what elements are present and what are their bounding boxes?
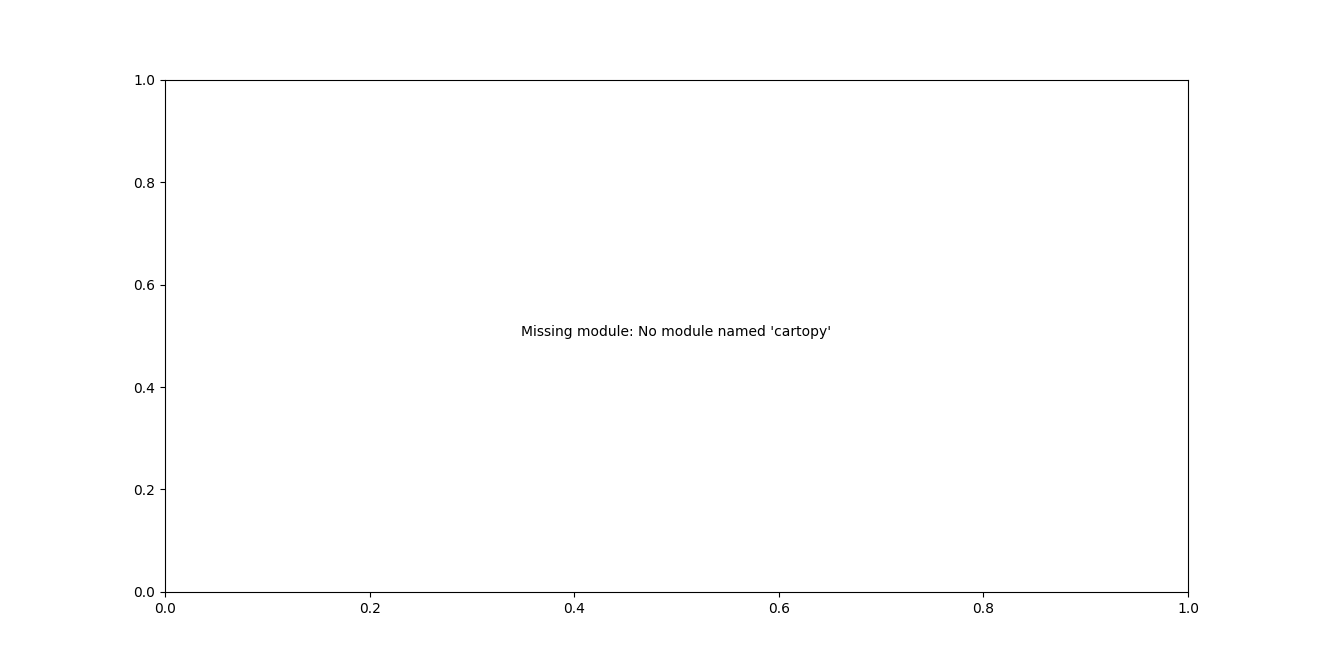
Text: Missing module: No module named 'cartopy': Missing module: No module named 'cartopy… — [521, 325, 832, 339]
